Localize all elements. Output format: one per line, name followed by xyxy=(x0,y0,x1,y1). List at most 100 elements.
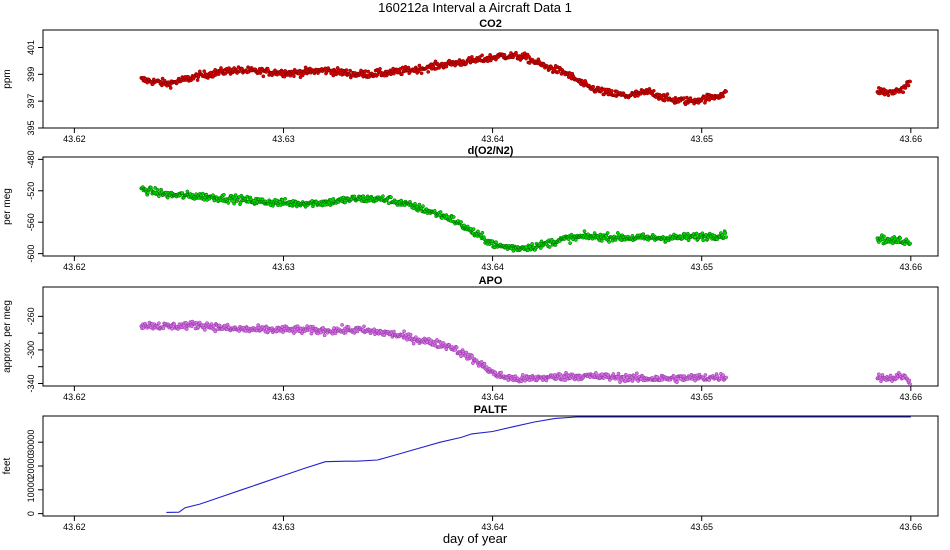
data-point xyxy=(703,98,708,103)
data-point xyxy=(378,66,382,71)
data-point xyxy=(723,231,728,235)
plot-frame xyxy=(42,286,939,387)
data-point xyxy=(433,59,438,64)
data-point xyxy=(616,371,621,376)
data-point xyxy=(403,64,408,69)
data-point xyxy=(230,198,234,203)
data-point xyxy=(665,92,670,96)
data-point xyxy=(908,382,912,387)
data-point xyxy=(454,345,459,350)
data-point xyxy=(607,240,611,244)
data-point xyxy=(662,98,667,103)
plot-frame xyxy=(42,156,939,257)
data-point xyxy=(599,239,604,243)
data-point xyxy=(406,65,411,70)
data-point xyxy=(568,241,572,245)
data-point xyxy=(180,191,185,195)
data-point xyxy=(417,202,422,207)
data-point xyxy=(471,227,476,231)
y-axis-label: approx. per meg xyxy=(2,300,13,373)
data-point xyxy=(721,373,725,378)
data-point xyxy=(421,204,425,209)
data-point xyxy=(184,327,189,331)
data-point xyxy=(470,354,475,358)
data-point xyxy=(700,231,705,236)
data-point xyxy=(882,234,886,239)
data-point xyxy=(641,232,646,236)
data-point xyxy=(413,335,418,340)
data-point xyxy=(362,324,366,329)
data-point xyxy=(525,248,530,253)
data-point xyxy=(893,91,897,95)
data-point xyxy=(155,187,160,192)
data-point xyxy=(346,325,351,329)
figure-title: 160212a Interval a Aircraft Data 1 xyxy=(378,0,572,15)
data-point xyxy=(493,370,498,375)
x-tick-label: 43.64 xyxy=(481,134,504,144)
data-point xyxy=(682,231,687,236)
y-tick-label: -480 xyxy=(26,150,36,168)
data-point xyxy=(435,338,439,342)
y-tick-label: 395 xyxy=(26,120,36,135)
data-point xyxy=(482,361,487,366)
data-point xyxy=(322,333,327,338)
data-point xyxy=(563,378,568,382)
data-point xyxy=(399,198,404,203)
data-point xyxy=(382,333,387,337)
x-tick-label: 43.62 xyxy=(63,262,86,272)
plot-frame xyxy=(42,415,939,517)
data-point xyxy=(724,375,728,380)
data-point xyxy=(480,53,484,58)
x-tick-label: 43.64 xyxy=(481,392,504,402)
y-tick-label: 20000 xyxy=(26,453,36,478)
data-point xyxy=(157,321,161,326)
data-point xyxy=(876,372,881,377)
data-point xyxy=(538,246,543,250)
panel-1: CO2 ppm 395 397 399 401 43.62 43.63 43.64 43.65 43… xyxy=(2,18,939,144)
data-point xyxy=(703,373,708,377)
data-point xyxy=(303,65,308,70)
data-point xyxy=(240,66,244,71)
data-point xyxy=(610,89,614,93)
y-tick-label: 0 xyxy=(26,511,36,516)
data-point xyxy=(721,94,725,99)
data-point xyxy=(426,70,431,74)
data-point xyxy=(479,360,484,364)
data-point xyxy=(902,242,907,247)
data-point xyxy=(195,78,200,82)
scatter-points xyxy=(139,50,912,107)
data-point xyxy=(459,354,463,359)
data-point xyxy=(211,193,215,198)
series-line xyxy=(166,416,911,513)
data-point xyxy=(901,90,906,95)
x-tick-label: 43.65 xyxy=(690,134,713,144)
data-point xyxy=(411,341,416,346)
y-axis-label: per meg xyxy=(2,188,13,225)
data-point xyxy=(480,230,485,235)
x-tick-label: 43.62 xyxy=(63,134,86,144)
data-point xyxy=(392,329,396,334)
data-point xyxy=(558,372,563,377)
plot-frame xyxy=(42,29,939,129)
x-tick-label: 43.65 xyxy=(690,262,713,272)
data-point xyxy=(582,229,587,234)
data-point xyxy=(701,238,706,243)
data-point xyxy=(502,52,507,57)
x-tick-label: 43.63 xyxy=(272,392,295,402)
data-point xyxy=(203,328,207,332)
data-point xyxy=(288,73,293,78)
data-point xyxy=(331,197,336,201)
data-point xyxy=(675,380,679,385)
y-tick-label: 401 xyxy=(26,40,36,55)
data-point xyxy=(888,373,893,378)
data-point xyxy=(591,84,596,89)
data-point xyxy=(217,323,222,328)
data-point xyxy=(334,72,339,77)
y-tick-label: 30000 xyxy=(26,430,36,455)
chart-panels: CO2 ppm 395 397 399 401 43.62 43.63 43.64 43.65 43… xyxy=(2,18,939,532)
data-point xyxy=(292,74,296,79)
panel-title: PALTF xyxy=(474,404,508,416)
y-tick-label: -600 xyxy=(26,245,36,263)
